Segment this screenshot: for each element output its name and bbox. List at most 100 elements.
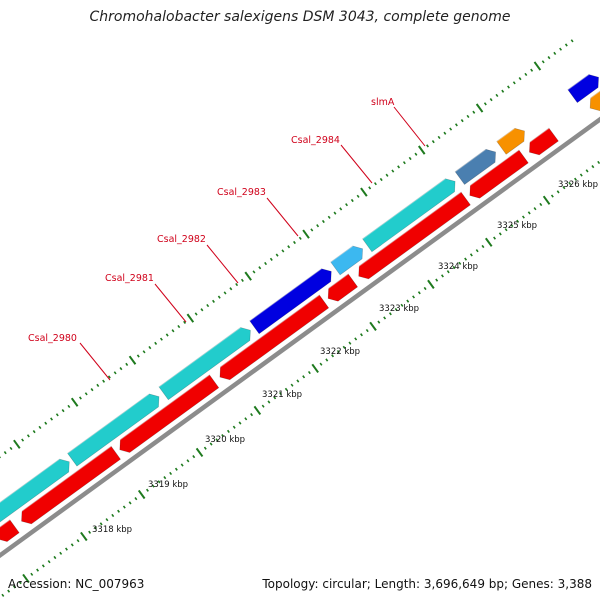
tick-mark xyxy=(221,434,225,438)
gene-feature-red[interactable] xyxy=(327,273,359,302)
tick-mark xyxy=(368,186,372,190)
tick-mark xyxy=(556,190,560,194)
tick-mark xyxy=(78,396,82,400)
tick-mark xyxy=(240,278,244,282)
tick-mark xyxy=(212,299,215,303)
tick-mark xyxy=(495,93,499,98)
gene-feature-light-blue[interactable] xyxy=(330,245,363,276)
tick-mark xyxy=(369,321,377,331)
gene-feature-red[interactable] xyxy=(21,445,121,525)
tick-mark xyxy=(148,345,152,350)
gene-label-leader xyxy=(393,106,426,147)
tick-mark xyxy=(321,219,325,224)
feature-highlight xyxy=(214,294,320,372)
tick-mark xyxy=(76,539,80,543)
tick-mark xyxy=(99,522,103,526)
scale-label-3321: 3321 kbp xyxy=(262,390,302,400)
gene-labels: Csal_2980 Csal_2981 Csal_2982 Csal_2983 … xyxy=(28,97,426,381)
tick-mark xyxy=(541,60,545,64)
tick-mark xyxy=(134,497,138,501)
tick-mark xyxy=(145,488,149,492)
feature-highlight xyxy=(524,127,550,147)
tick-mark xyxy=(105,518,109,522)
tick-mark xyxy=(117,509,121,513)
tick-mark xyxy=(388,312,392,316)
tick-mark xyxy=(177,324,181,329)
tick-mark xyxy=(327,215,331,219)
tick-mark xyxy=(483,102,487,106)
scale-label-3319: 3319 kbp xyxy=(148,480,188,490)
gene-label-csal-2980[interactable]: Csal_2980 xyxy=(28,333,77,344)
gene-label-csal-2981[interactable]: Csal_2981 xyxy=(105,273,154,284)
tick-mark xyxy=(454,123,458,127)
tick-mark xyxy=(200,308,204,312)
tick-mark xyxy=(65,547,68,551)
feature-highlight xyxy=(567,74,590,91)
tick-mark xyxy=(165,333,169,337)
gene-label-slma[interactable]: slmA xyxy=(371,97,395,108)
gene-feature-cyan[interactable] xyxy=(0,458,70,529)
feature-highlight xyxy=(67,393,150,454)
gene-label-leader xyxy=(206,244,239,284)
gene-feature-cyan[interactable] xyxy=(362,178,456,253)
tick-mark xyxy=(360,187,368,197)
tick-mark xyxy=(542,195,551,205)
tick-mark xyxy=(498,232,502,236)
tick-mark xyxy=(169,471,173,476)
gene-feature-red[interactable] xyxy=(358,191,471,280)
tick-mark xyxy=(391,169,395,173)
gene-feature-orange[interactable] xyxy=(589,72,600,112)
tick-mark xyxy=(159,337,163,341)
gene-label-csal-2982[interactable]: Csal_2982 xyxy=(157,234,206,245)
tick-mark xyxy=(464,257,468,261)
tick-mark xyxy=(501,89,505,93)
gene-feature-cyan[interactable] xyxy=(158,327,251,401)
tick-mark xyxy=(183,320,187,324)
gene-feature-orange[interactable] xyxy=(496,127,525,155)
gene-feature-blue[interactable] xyxy=(567,74,599,104)
tick-mark xyxy=(50,417,53,421)
tick-mark xyxy=(157,480,161,484)
gene-label-csal-2983[interactable]: Csal_2983 xyxy=(217,187,266,198)
inner-feature-track xyxy=(0,72,600,542)
tick-mark xyxy=(1,593,5,597)
tick-mark xyxy=(163,476,167,480)
tick-mark xyxy=(61,409,65,413)
tick-mark xyxy=(30,572,34,576)
gene-label-csal-2984[interactable]: Csal_2984 xyxy=(291,135,340,146)
scale-labels: 3318 kbp 3319 kbp 3320 kbp 3321 kbp 3322… xyxy=(92,180,598,535)
tick-mark xyxy=(142,350,146,354)
gene-feature-steel-blue[interactable] xyxy=(454,148,496,185)
gene-feature-red[interactable] xyxy=(469,149,529,199)
tick-mark xyxy=(80,531,88,542)
tick-mark xyxy=(440,274,444,278)
tick-mark xyxy=(250,412,254,417)
gene-feature-red[interactable] xyxy=(219,294,330,381)
tick-mark xyxy=(446,270,450,274)
tick-mark xyxy=(400,303,404,307)
tick-mark xyxy=(373,182,377,186)
tick-mark xyxy=(186,313,195,323)
feature-highlight xyxy=(158,327,241,388)
tick-mark xyxy=(443,131,447,135)
tick-mark xyxy=(119,367,123,371)
feature-highlight xyxy=(454,148,487,173)
gene-feature-blue[interactable] xyxy=(249,268,332,335)
map-title: Chromohalobacter salexigens DSM 3043, co… xyxy=(89,9,511,25)
gene-feature-cyan[interactable] xyxy=(67,393,160,467)
outer-feature-track xyxy=(0,74,599,529)
gene-feature-red[interactable] xyxy=(529,127,559,156)
tick-mark xyxy=(562,186,566,190)
feature-highlight xyxy=(330,245,354,263)
tick-mark xyxy=(475,103,484,113)
feature-highlight xyxy=(114,374,210,444)
tick-mark xyxy=(122,505,126,509)
tick-mark xyxy=(307,370,311,375)
tick-mark xyxy=(125,362,129,367)
tick-mark xyxy=(469,253,473,257)
tick-mark xyxy=(59,551,63,555)
gene-feature-red[interactable] xyxy=(119,374,220,453)
gene-feature-red[interactable] xyxy=(0,519,20,542)
tick-mark xyxy=(417,145,426,155)
tick-mark xyxy=(365,328,369,333)
